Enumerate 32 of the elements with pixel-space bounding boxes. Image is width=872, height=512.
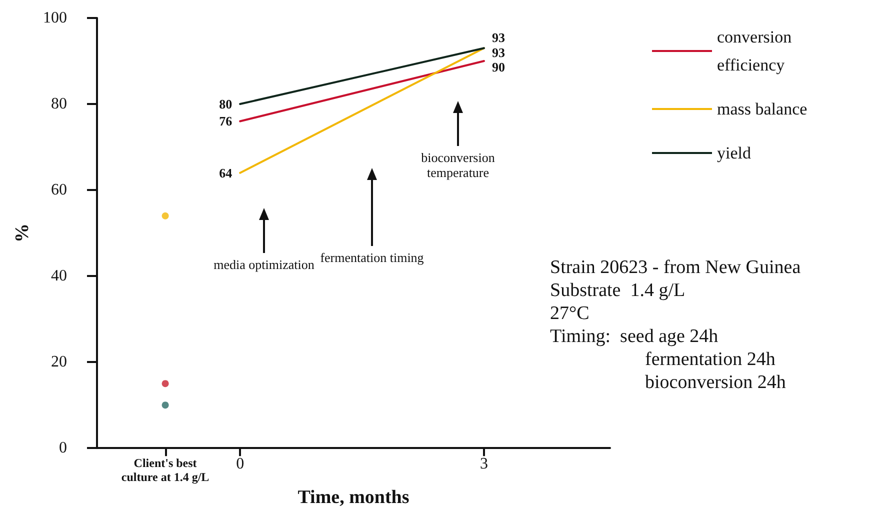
annotation: Strain 20623 - from New Guinea (550, 256, 801, 279)
legend-label: conversion efficiency (717, 28, 796, 74)
annotation: bioconversion temperature (420, 150, 496, 180)
y-tick-label: 80 (51, 96, 67, 113)
y-tick-label: 100 (43, 10, 67, 26)
annotation: 27°C (550, 302, 590, 325)
x-tick-label: 0 (236, 456, 244, 473)
annotation: Timing: seed age 24h (550, 325, 718, 348)
data-label: 76 (219, 114, 233, 129)
data-label: 64 (219, 165, 233, 180)
annotation: Substrate 1.4 g/L (550, 279, 686, 302)
text: bioconversion 24h (645, 371, 786, 394)
legend-label: mass balance (717, 100, 808, 118)
data-label: 80 (219, 96, 232, 112)
legend-label: yield (717, 144, 752, 162)
y-tick-label: 40 (51, 268, 67, 285)
annotation: media optimization (212, 257, 316, 272)
y-tick-label: 20 (51, 354, 67, 371)
annotation: fermentation timing (319, 250, 425, 265)
x-axis-title: Time, months (298, 487, 410, 508)
x-tick-label: 3 (480, 456, 488, 473)
y-axis-title: % (12, 224, 34, 243)
point (162, 380, 169, 388)
x-tick-label: Client's best culture at 1.4 g/L (121, 456, 210, 484)
data-label: 93 (492, 45, 506, 60)
data-label: 90 (492, 60, 505, 75)
point (162, 402, 169, 409)
y-tick-label: 0 (59, 440, 67, 457)
text: fermentation 24h (645, 348, 776, 371)
point (162, 212, 169, 220)
data-label: 93 (492, 30, 506, 46)
y-tick-label: 60 (51, 182, 67, 199)
